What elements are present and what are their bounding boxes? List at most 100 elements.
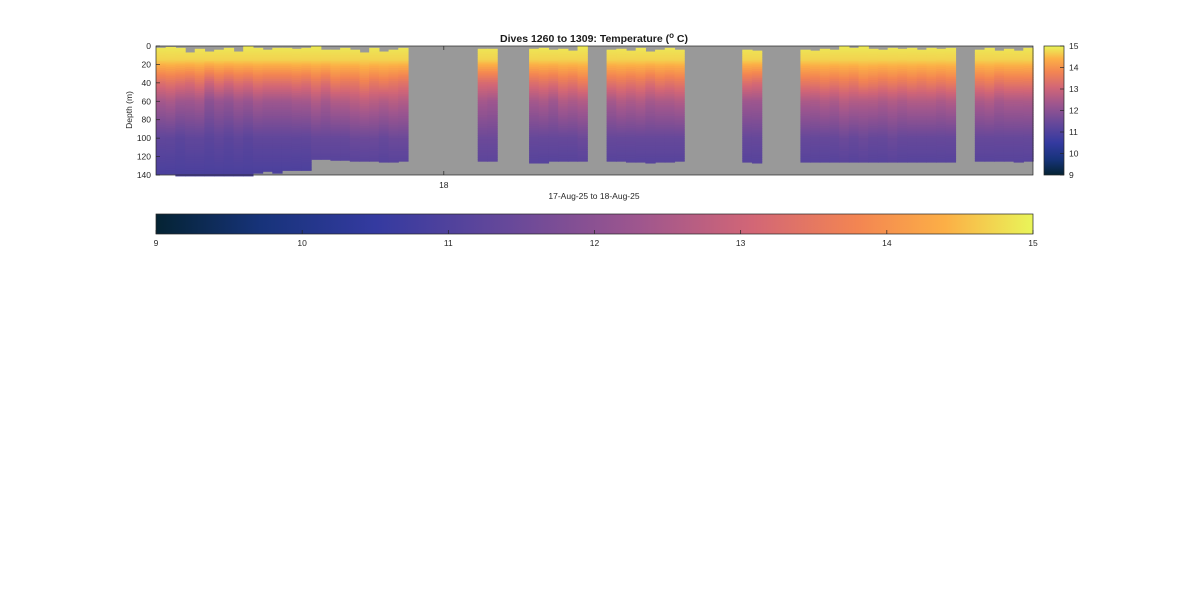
heatmap-cell: [243, 147, 254, 150]
heatmap-cell: [674, 143, 685, 147]
heatmap-cell: [829, 90, 840, 93]
heatmap-cell: [819, 144, 831, 147]
heatmap-cell: [926, 47, 937, 51]
heatmap-cell: [616, 126, 627, 129]
heatmap-cell: [548, 84, 559, 88]
heatmap-cell: [558, 148, 569, 151]
heatmap-cell: [907, 68, 918, 71]
heatmap-cell: [223, 75, 235, 78]
heatmap-cell: [262, 134, 273, 137]
heatmap-cell: [558, 89, 569, 92]
heatmap-cell: [272, 136, 283, 139]
heatmap-cell: [214, 119, 225, 123]
heatmap-cell: [320, 128, 332, 132]
heatmap-cell: [839, 138, 850, 141]
heatmap-cell: [926, 90, 937, 93]
heatmap-cell: [1023, 92, 1034, 95]
heatmap-cell: [165, 135, 176, 138]
heatmap-cell: [165, 89, 176, 92]
heatmap-cell: [233, 125, 244, 128]
heatmap-cell: [398, 64, 409, 67]
heatmap-cell: [301, 127, 312, 130]
heatmap-cell: [165, 163, 176, 166]
heatmap-cell: [994, 140, 1005, 144]
heatmap-cell: [819, 59, 831, 63]
heatmap-cell: [897, 150, 908, 153]
heatmap-cell: [606, 103, 617, 106]
heatmap-cell: [301, 128, 312, 132]
heatmap-cell: [330, 121, 341, 124]
heatmap-cell: [330, 123, 341, 126]
heatmap-cell: [558, 116, 569, 120]
heatmap-cell: [175, 119, 186, 123]
heatmap-cell: [252, 121, 264, 124]
heatmap-cell: [645, 68, 656, 71]
heatmap-cell: [175, 75, 186, 78]
heatmap-cell: [487, 83, 498, 87]
heatmap-cell: [994, 133, 1005, 136]
heatmap-cell: [674, 77, 685, 80]
heatmap-cell: [214, 88, 225, 91]
heatmap-cell: [994, 98, 1005, 101]
heatmap-cell: [388, 104, 399, 108]
heatmap-cell: [369, 128, 380, 132]
heatmap-cell: [839, 160, 850, 163]
heatmap-cell: [800, 101, 811, 104]
heatmap-cell: [349, 106, 361, 110]
heatmap-cell: [1023, 75, 1034, 78]
heatmap-cell: [994, 122, 1005, 125]
heatmap-cell: [185, 161, 196, 164]
heatmap-cell: [606, 143, 617, 147]
heatmap-cell: [819, 105, 831, 109]
heatmap-cell: [916, 95, 927, 99]
heatmap-cell: [916, 71, 927, 75]
heatmap-cell: [529, 161, 540, 164]
heatmap-cell: [359, 100, 370, 103]
heatmap-cell: [252, 114, 264, 117]
heatmap-cell: [538, 130, 550, 134]
heatmap-cell: [311, 101, 322, 104]
heatmap-cell: [606, 116, 617, 119]
heatmap-cell: [281, 167, 293, 170]
heatmap-cell: [606, 66, 617, 69]
heatmap-cell: [635, 106, 646, 110]
heatmap-cell: [926, 112, 937, 115]
heatmap-cell: [945, 154, 957, 158]
heatmap-cell: [223, 101, 235, 104]
heatmap-cell: [606, 86, 617, 89]
heatmap-cell: [558, 133, 569, 136]
heatmap-cell: [916, 104, 927, 108]
heatmap-cell: [252, 171, 264, 174]
heatmap-cell: [887, 138, 898, 141]
heatmap-cell: [945, 55, 957, 58]
heatmap-cell: [477, 115, 489, 118]
heatmap-cell: [984, 58, 995, 62]
heatmap-cell: [233, 92, 244, 95]
heatmap-cell: [281, 66, 293, 69]
heatmap-cell: [272, 71, 283, 75]
heatmap-cell: [243, 171, 254, 174]
heatmap-cell: [936, 126, 947, 129]
heatmap-cell: [349, 108, 361, 111]
heatmap-cell: [829, 136, 840, 139]
heatmap-cell: [645, 77, 656, 80]
heatmap-cell: [243, 136, 254, 139]
heatmap-cell: [984, 119, 995, 123]
heatmap-cell: [214, 156, 225, 159]
heatmap-cell: [262, 71, 273, 75]
heatmap-cell: [175, 139, 186, 143]
heatmap-cell: [897, 80, 908, 83]
heatmap-cell: [388, 134, 399, 137]
heatmap-cell: [848, 58, 860, 62]
heatmap-cell: [378, 139, 390, 143]
heatmap-cell: [664, 79, 676, 82]
heatmap-cell: [487, 89, 498, 92]
heatmap-cell: [606, 147, 617, 150]
heatmap-cell: [606, 88, 617, 91]
heatmap-cell: [291, 135, 302, 138]
heatmap-cell: [916, 116, 927, 119]
heatmap-cell: [926, 125, 937, 128]
heatmap-cell: [800, 127, 811, 130]
heatmap-cell: [974, 141, 986, 145]
heatmap-cell: [243, 93, 254, 97]
